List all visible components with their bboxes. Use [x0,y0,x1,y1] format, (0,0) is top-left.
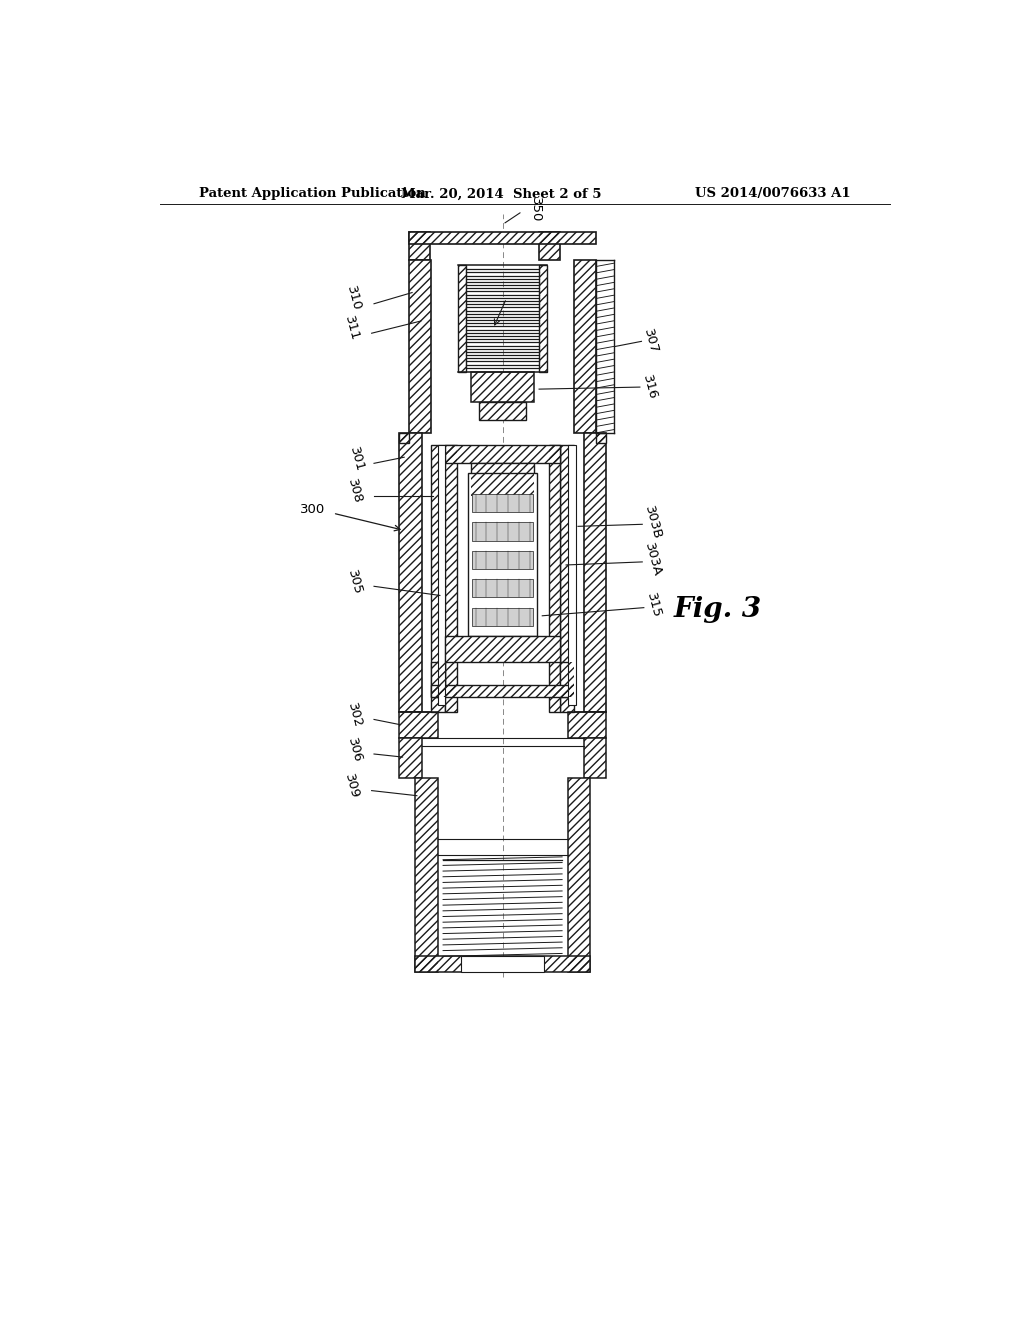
Bar [596,433,606,444]
Text: Fig. 3: Fig. 3 [674,597,762,623]
Bar [399,433,409,444]
Text: 311: 311 [342,314,361,342]
Bar [574,260,596,433]
Text: 305: 305 [345,569,365,597]
Bar [445,445,457,713]
Bar [479,403,526,420]
Bar [567,779,590,972]
Bar [431,661,445,697]
Bar [471,372,535,403]
Bar [472,523,532,541]
Bar [445,636,560,661]
Text: US 2014/0076633 A1: US 2014/0076633 A1 [694,187,850,201]
Bar [445,445,457,713]
Bar [549,445,560,713]
Bar [416,779,437,972]
Bar [584,738,606,779]
Text: 350: 350 [528,197,542,222]
Bar [549,445,560,713]
Bar [584,433,606,713]
Bar [539,231,560,260]
Text: 316: 316 [640,374,659,401]
Bar [445,636,560,661]
Bar [567,445,575,705]
Bar [399,433,422,713]
Bar [472,579,532,598]
Text: 302: 302 [345,701,365,730]
Bar [416,956,590,972]
Text: 306: 306 [345,737,365,764]
Bar [399,713,437,738]
Bar [479,403,526,420]
Bar [584,433,606,713]
Text: 315: 315 [644,591,663,619]
Bar [472,607,532,626]
Bar [574,260,596,433]
Text: 301: 301 [347,445,367,473]
Bar [399,433,422,713]
Bar [584,738,606,779]
Bar [471,463,535,496]
Bar [560,445,574,713]
Bar [567,713,606,738]
Bar [471,463,535,496]
Bar [437,445,445,705]
Text: 308: 308 [345,478,365,506]
Bar [560,661,574,697]
Bar [567,779,590,972]
Text: 303B: 303B [642,504,664,541]
Bar [431,445,445,713]
Bar [458,265,466,372]
Text: 300: 300 [300,503,325,516]
Bar [445,445,560,463]
Bar [471,372,535,403]
Text: 309: 309 [342,772,361,800]
Bar [461,956,544,972]
Text: Mar. 20, 2014  Sheet 2 of 5: Mar. 20, 2014 Sheet 2 of 5 [400,187,601,201]
Bar [445,445,560,463]
Bar [409,260,431,433]
Bar [399,738,422,779]
Bar [409,260,431,433]
Bar [416,956,590,972]
Bar [539,231,560,260]
Bar [409,231,430,260]
Bar [431,685,574,697]
Bar [596,433,606,444]
Bar [399,433,409,444]
Bar [431,661,445,697]
Bar [399,713,437,738]
Bar [560,445,574,713]
Bar [431,445,445,713]
Bar [416,779,437,972]
Text: 307: 307 [641,327,660,355]
Bar [539,265,547,372]
Bar [472,550,532,569]
Bar [458,265,466,372]
Bar [409,231,596,244]
Bar [567,713,606,738]
Bar [468,474,538,636]
Bar [399,738,422,779]
Bar [560,661,574,697]
Text: Patent Application Publication: Patent Application Publication [200,187,426,201]
Bar [409,231,430,260]
Bar [431,685,574,697]
Text: 303A: 303A [642,541,664,578]
Text: 310: 310 [344,285,362,313]
Bar [539,265,547,372]
Bar [409,231,596,244]
Bar [472,494,532,512]
